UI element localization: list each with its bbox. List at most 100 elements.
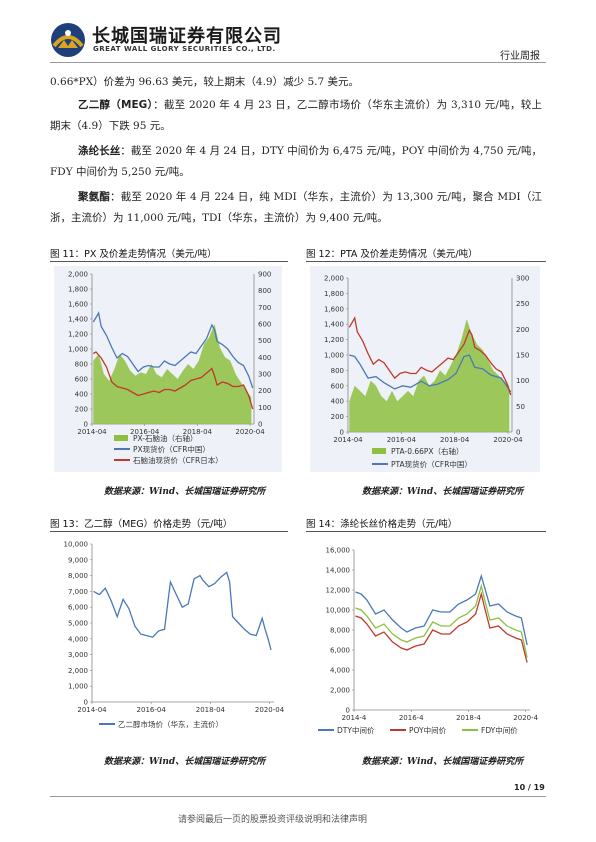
footer-disclaimer: 请参阅最后一页的股票投资评级说明和法律声明 <box>178 815 368 825</box>
paragraph-text: ：截至 2020 年 4 月 224 日，纯 MDI（华东，主流价）为 13,3… <box>50 191 543 224</box>
legend-label: PTA-0.66PX（右轴） <box>391 446 464 456</box>
y-tick-label: 4,000 <box>68 635 88 643</box>
legend-swatch <box>372 448 386 454</box>
report-type: 行业周报 <box>500 51 540 62</box>
figure-source-13: 数据来源：Wind、长城国瑞证券研究所 <box>104 757 266 767</box>
y-tick-label: 400 <box>75 391 88 399</box>
y-tick-label: 1,200 <box>68 331 88 339</box>
figure-caption-11: 图 11：PX 及价差走势情况（美元/吨） <box>50 249 217 260</box>
y-tick-label: 800 <box>75 361 88 369</box>
legend-label: POY中间价 <box>409 725 447 735</box>
y-right-tick-label: 200 <box>516 326 529 334</box>
x-tick-label: 2016-4 <box>399 714 424 722</box>
y-tick-label: 2,000 <box>330 687 350 695</box>
paragraph-lead: 乙二醇（MEG） <box>78 99 154 111</box>
chart-polyester: 0 2,000 4,000 6,000 8,000 10,000 12,000 14,000 1… <box>310 536 542 742</box>
y-tick-label: 200 <box>331 413 344 421</box>
figure-caption-14: 图 14：涤纶长丝价格走势（元/吨） <box>306 519 458 530</box>
legend-label: 乙二醇市场价（华东，主流价） <box>118 719 223 729</box>
y-tick-label: 600 <box>331 382 344 390</box>
series-line <box>355 591 528 663</box>
paragraph-lead: 聚氨酯 <box>78 191 111 203</box>
series-line <box>355 583 528 658</box>
x-tick-label: 2014-04 <box>77 706 107 714</box>
y-tick-label: 2,000 <box>68 271 88 279</box>
y-tick-label: 3,000 <box>68 651 88 659</box>
y-tick-label: 10,000 <box>326 607 351 615</box>
y-tick-label: 16,000 <box>326 547 351 555</box>
y-tick-label: 1,000 <box>324 352 344 360</box>
y-tick-label: 8,000 <box>68 572 88 580</box>
y-right-tick-label: 0 <box>516 429 520 437</box>
y-tick-label: 1,400 <box>68 316 88 324</box>
series-line <box>92 351 254 410</box>
y-tick-label: 600 <box>75 376 88 384</box>
x-tick-label: 2018-04 <box>440 436 470 444</box>
y-tick-label: 0 <box>84 421 88 429</box>
logo-icon <box>51 23 85 57</box>
x-tick-label: 2018-04 <box>183 428 213 436</box>
legend-label: PX现货价（CFR中国） <box>133 444 210 454</box>
series-line <box>355 573 528 646</box>
legend-label: 石脑油现货价（CFR日本） <box>133 455 223 465</box>
figure-source-14: 数据来源：Wind、长城国瑞证券研究所 <box>362 757 524 767</box>
x-tick-label: 2020-04 <box>235 428 265 436</box>
y-tick-label: 1,800 <box>68 286 88 294</box>
x-tick-label: 2014-04 <box>77 428 107 436</box>
y-tick-label: 8,000 <box>330 627 350 635</box>
series-line <box>348 316 512 396</box>
company-logo <box>50 22 86 58</box>
page-number: 10 / 19 <box>514 783 545 792</box>
y-tick-label: 4,000 <box>330 667 350 675</box>
y-tick-label: 1,600 <box>324 305 344 313</box>
y-right-tick-label: 0 <box>258 421 262 429</box>
chart-pta-svg: 0 200 400 600 800 1,000 1,200 1,400 1,600 1,800 2,… <box>324 275 529 470</box>
series-line <box>93 571 272 651</box>
y-right-tick-label: 800 <box>258 287 271 295</box>
y-tick-label: 5,000 <box>68 620 88 628</box>
y-right-tick-label: 250 <box>516 300 529 308</box>
y-tick-label: 0 <box>84 699 88 707</box>
caption-rule <box>50 261 288 262</box>
figure-source-12: 数据来源：Wind、长城国瑞证券研究所 <box>362 487 524 497</box>
paragraph-text: ：截至 2020 年 4 月 23 日，乙二醇市场价（华东主流价）为 3,310… <box>50 99 542 132</box>
series-line <box>349 354 512 393</box>
x-tick-label: 2014-4 <box>342 714 367 722</box>
y-right-tick-label: 400 <box>258 354 271 362</box>
paragraph-text: 0.66*PX）价差为 96.63 美元，较上期末（4.9）减少 5.7 美元。 <box>50 76 359 88</box>
y-tick-label: 6,000 <box>330 647 350 655</box>
y-tick-label: 1,600 <box>68 301 88 309</box>
x-tick-label: 2018-04 <box>196 706 226 714</box>
series-area <box>349 319 510 432</box>
legend-swatch <box>114 435 128 441</box>
y-right-tick-label: 300 <box>258 371 271 379</box>
y-tick-label: 7,000 <box>68 588 88 596</box>
y-tick-label: 12,000 <box>326 587 351 595</box>
x-tick-label: 2014-04 <box>333 436 363 444</box>
y-right-tick-label: 700 <box>258 304 271 312</box>
legend-label: PTA现货价（CFR中国） <box>391 459 472 469</box>
y-tick-label: 14,000 <box>326 567 351 575</box>
paragraph-polyester: 涤纶长丝：截至 2020 年 4 月 24 日，DTY 中间价为 6,475 元… <box>50 141 542 183</box>
x-tick-label: 2020-4 <box>513 714 538 722</box>
series-line <box>92 311 254 389</box>
y-right-tick-label: 50 <box>516 403 525 411</box>
y-right-tick-label: 100 <box>258 404 271 412</box>
x-tick-label: 2016-04 <box>387 436 417 444</box>
y-tick-label: 1,800 <box>324 290 344 298</box>
x-tick-label: 2020-04 <box>493 436 523 444</box>
y-tick-label: 9,000 <box>68 556 88 564</box>
y-right-tick-label: 900 <box>258 271 271 279</box>
paragraph-meg: 乙二醇（MEG）：截至 2020 年 4 月 23 日，乙二醇市场价（华东主流价… <box>50 95 542 137</box>
legend-label: PX-石脑油（右轴） <box>133 433 198 443</box>
figure-source-11: 数据来源：Wind、长城国瑞证券研究所 <box>104 487 266 497</box>
y-tick-label: 6,000 <box>68 604 88 612</box>
company-name-cn: 长城国瑞证券有限公司 <box>92 26 282 47</box>
chart-pta: 0 200 400 600 800 1,000 1,200 1,400 1,600 1,800 2,… <box>310 266 540 472</box>
paragraph-px-spread: 0.66*PX）价差为 96.63 美元，较上期末（4.9）减少 5.7 美元。 <box>50 72 542 93</box>
x-tick-label: 2016-04 <box>137 706 167 714</box>
y-right-tick-label: 100 <box>516 377 529 385</box>
legend-label: FDY中间价 <box>481 725 518 735</box>
caption-rule <box>306 531 546 532</box>
x-tick-label: 2020-04 <box>255 706 284 714</box>
